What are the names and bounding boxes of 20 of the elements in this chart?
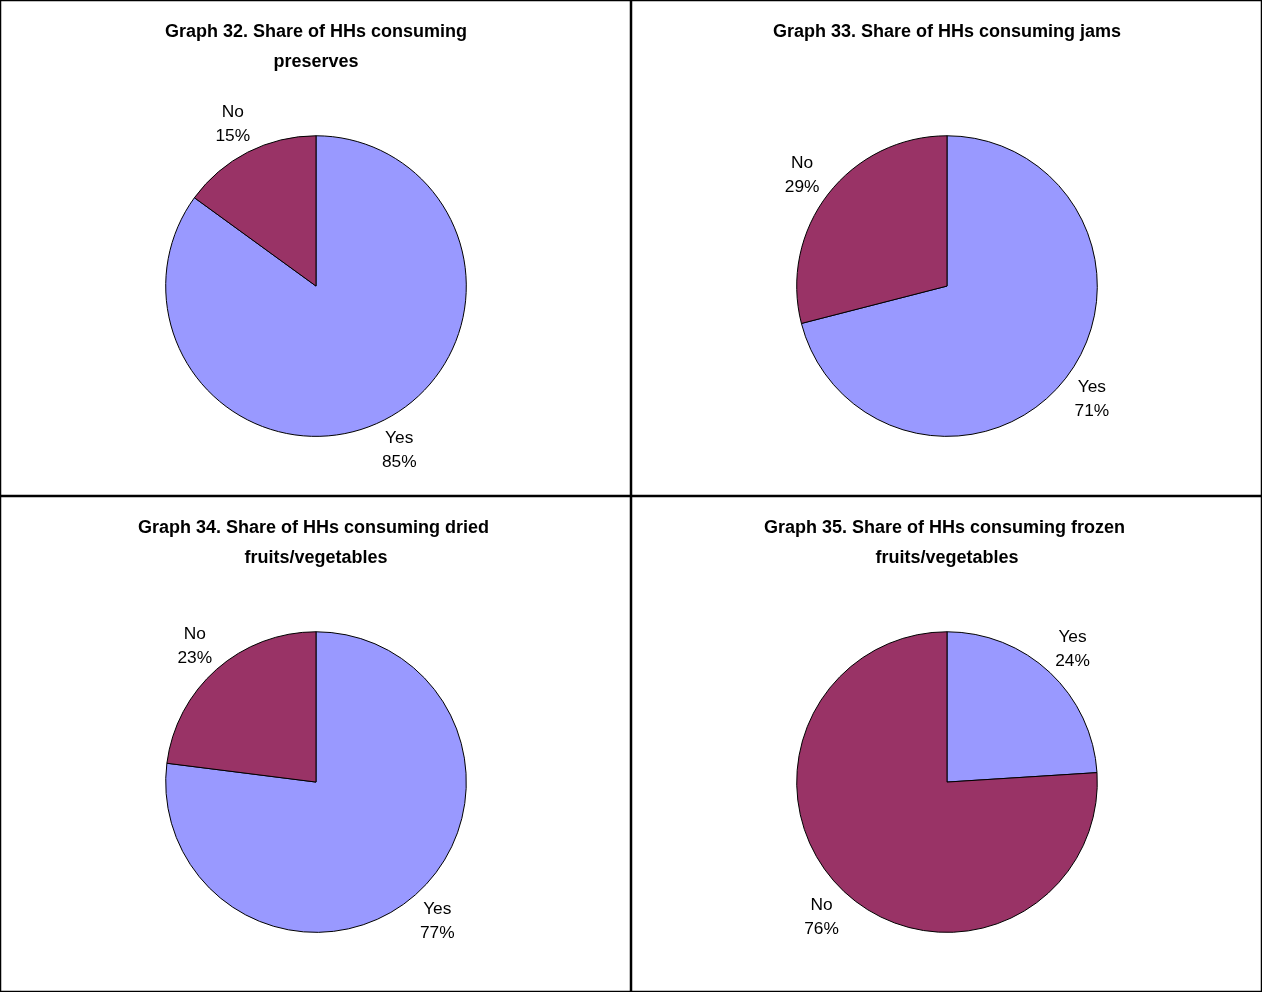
data-label: 29% bbox=[784, 175, 820, 196]
chart-title: Graph 32. Share of HHs consuming preserves bbox=[164, 20, 468, 71]
chart-title: Graph 34. Share of HHs consuming dried fruits/vegetables bbox=[137, 516, 490, 567]
data-label: 85% bbox=[381, 451, 417, 472]
data-label: 71% bbox=[1074, 400, 1110, 421]
slice-label: Yes bbox=[385, 427, 414, 448]
chart-title: Graph 33. Share of HHs consuming jams bbox=[772, 20, 1122, 41]
slice-label: Yes bbox=[423, 897, 452, 918]
slice-label: No bbox=[221, 100, 244, 121]
data-label: 76% bbox=[804, 917, 839, 938]
data-label: 23% bbox=[177, 646, 213, 667]
slice-label: Yes bbox=[1058, 626, 1087, 647]
slice-label: No bbox=[810, 893, 833, 914]
data-label: 77% bbox=[419, 921, 455, 942]
slice-label: No bbox=[183, 622, 206, 643]
data-label: 15% bbox=[215, 124, 251, 145]
data-label: 24% bbox=[1055, 650, 1090, 671]
slice-label: Yes bbox=[1077, 376, 1107, 397]
chart-title: Graph 35. Share of HHs consuming frozen fruits/vegetables bbox=[763, 516, 1126, 567]
slice-label: No bbox=[791, 151, 814, 172]
